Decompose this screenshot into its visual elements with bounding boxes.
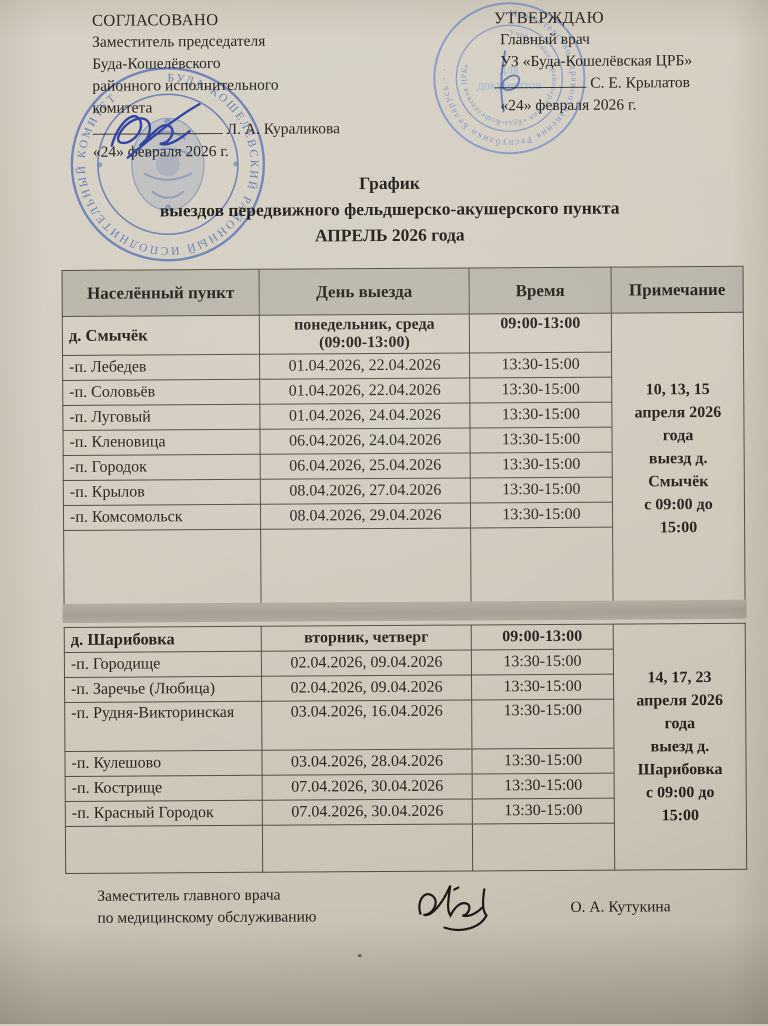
cell-place: -п. Городище [64,651,262,678]
footer-name: О. А. Кутукина [570,898,671,916]
table-row-main: д. Шарибовка вторник, четверг 09:00-13:0… [64,623,747,871]
table-row-main: д. Смычёк понедельник, среда (09:00-13:0… [62,312,746,605]
footer-role-line: Заместитель главного врача [97,886,281,905]
cell-empty [472,823,615,871]
signature-krylatov [500,50,521,113]
stamp-left-emblem [97,117,239,211]
cell-place: д. Шарибовка [64,626,262,653]
cell-dates: 07.04.2026, 30.04.2026 [262,798,473,826]
cell-note: 14, 17, 23 апреля 2026 года выезд д. Шар… [613,623,747,871]
cell-time: 09:00-13:00 [469,313,612,353]
cell-dates: 01.04.2026, 24.04.2026 [259,402,470,430]
cell-dates: 02.04.2026, 09.04.2026 [261,649,472,677]
cell-place: -п. Городок [63,454,261,481]
scan-separator-band [62,599,747,623]
footer-role-block: Заместитель главного врача по медицинско… [97,884,316,929]
cell-time: 13:30-15:00 [470,452,613,478]
round-stamp-ministry-health: Министерство здравоохранения Республики … [433,2,586,155]
signature-kuralikova [110,102,201,159]
cell-time: 13:30-15:00 [469,427,613,453]
header-time: Время [469,267,612,314]
header-day: День выезда [259,267,470,316]
cell-dates: 01.04.2026, 22.04.2026 [259,377,470,405]
cell-time: 13:30-15:00 [471,649,614,675]
cell-place: -п. Лебедев [62,354,260,381]
cell-place: -п. Кулешово [64,750,263,777]
cell-time: 13:30-15:00 [471,748,615,774]
cell-dates: 06.04.2026, 24.04.2026 [259,427,471,455]
cell-place: -п. Комсомольск [63,504,261,531]
cell-dates: 08.04.2026, 27.04.2026 [260,477,471,505]
cell-empty [65,825,263,874]
table-header-row: Населённый пункт День выезда Время Приме… [62,266,744,317]
signature-kutukina [418,885,488,931]
approval-left-title: СОГЛАСОВАНО [91,10,219,30]
cell-dates: 01.04.2026, 22.04.2026 [259,352,470,380]
cell-place: -п. Красный Городок [65,800,263,827]
cell-dates: 08.04.2026, 29.04.2026 [260,502,471,530]
cell-empty [262,823,473,873]
cell-time: 13:30-15:00 [472,773,615,799]
cell-day: понедельник, среда (09:00-13:00) [259,313,470,355]
approval-left-line: Заместитель председателя [92,32,266,51]
cell-place: д. Смычёк [62,315,260,356]
cell-place: -п. Соловьёв [62,379,260,406]
cell-dates: 02.04.2026, 09.04.2026 [261,674,472,702]
round-stamp-executive-committee: БУДА-КОШЕЛЁВСКИЙ РАЙОННЫЙ ИСПОЛНИТЕЛЬНЫЙ… [70,67,266,262]
cell-place: -п. Рудня-Викторинская [64,701,262,752]
cell-time: 13:30-15:00 [469,402,612,428]
approval-right-name: С. Е. Крылатов [590,74,690,92]
cell-dates: 03.04.2026, 28.04.2026 [261,748,473,776]
cell-time: 13:30-15:00 [471,674,614,700]
cell-place: -п. Заречье (Любица) [64,676,262,703]
cell-empty [63,529,262,608]
cell-dates: 06.04.2026, 25.04.2026 [260,452,471,480]
cell-place: -п. Крылов [63,479,261,506]
paper-speck [357,954,362,958]
cell-empty [470,527,614,605]
cell-time: 13:30-15:00 [471,699,614,749]
stamp-right-center-line2: документов [477,77,542,92]
header-settlement: Населённый пункт [62,269,260,317]
cell-dates: 07.04.2026, 30.04.2026 [262,773,473,801]
footer-role-line: по медицинскому обслуживанию [97,908,317,927]
cell-time: 09:00-13:00 [471,624,614,650]
cell-day: вторник, четверг [261,624,472,652]
cell-dates: 03.04.2026, 16.04.2026 [261,699,472,751]
cell-note: 10, 13, 15 апреля 2026 года выезд д. Смы… [611,312,746,605]
cell-time: 13:30-15:00 [469,352,612,378]
cell-time: 13:30-15:00 [470,477,613,503]
cell-empty [260,527,472,607]
schedule-table-smychek: Населённый пункт День выезда Время Приме… [62,266,746,608]
stamp-right-center-line1: для [500,61,519,76]
header-note: Примечание [611,266,744,314]
cell-place: -п. Кострище [65,775,263,802]
cell-time: 13:30-15:00 [472,798,615,824]
schedule-table-sharibovka: д. Шарибовка вторник, четверг 09:00-13:0… [64,623,747,874]
cell-time: 13:30-15:00 [470,502,613,528]
cell-time: 13:30-15:00 [469,377,612,403]
cell-place: -п. Кленовица [62,429,261,456]
cell-place: -п. Луговый [62,404,260,431]
